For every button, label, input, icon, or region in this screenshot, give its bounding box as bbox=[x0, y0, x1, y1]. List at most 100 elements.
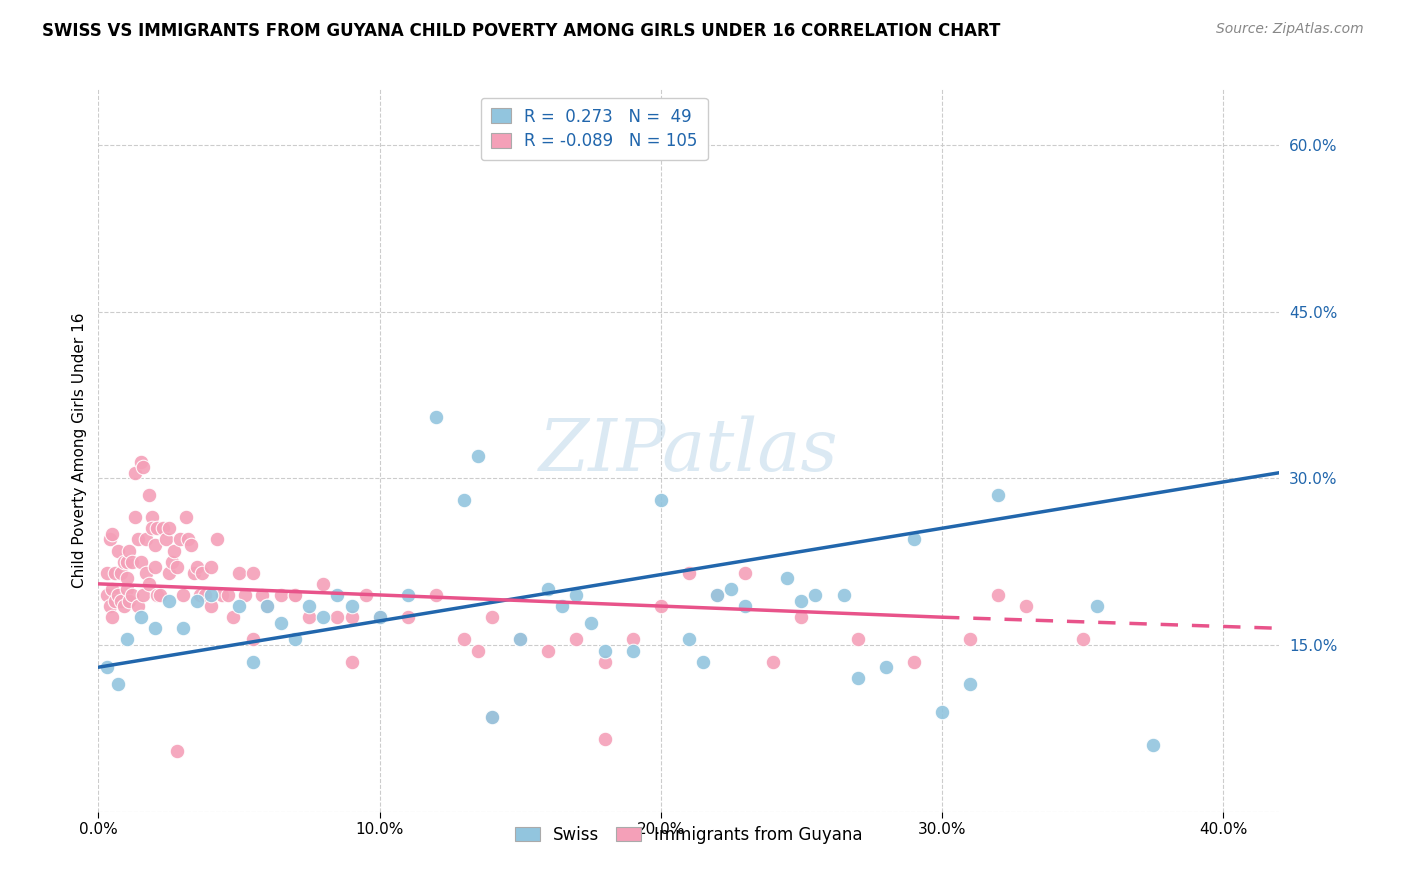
Point bbox=[188, 588, 211, 602]
Point bbox=[205, 533, 228, 547]
Point bbox=[146, 521, 169, 535]
Point bbox=[270, 615, 292, 630]
Point bbox=[250, 588, 273, 602]
Point bbox=[537, 582, 560, 597]
Point bbox=[509, 632, 531, 647]
Point bbox=[115, 555, 138, 569]
Point bbox=[1142, 738, 1164, 752]
Point bbox=[104, 593, 127, 607]
Point bbox=[121, 588, 143, 602]
Point bbox=[284, 588, 307, 602]
Point bbox=[1085, 599, 1108, 613]
Point bbox=[481, 710, 503, 724]
Point bbox=[166, 560, 188, 574]
Point bbox=[222, 610, 245, 624]
Text: Source: ZipAtlas.com: Source: ZipAtlas.com bbox=[1216, 22, 1364, 37]
Point bbox=[96, 588, 118, 602]
Point bbox=[481, 610, 503, 624]
Point bbox=[326, 588, 349, 602]
Point bbox=[107, 588, 129, 602]
Point bbox=[565, 588, 588, 602]
Point bbox=[692, 655, 714, 669]
Point bbox=[110, 566, 132, 580]
Point bbox=[124, 466, 146, 480]
Point bbox=[177, 533, 200, 547]
Point bbox=[132, 460, 155, 475]
Point bbox=[537, 643, 560, 657]
Point bbox=[228, 599, 250, 613]
Point bbox=[242, 655, 264, 669]
Point bbox=[194, 588, 217, 602]
Point bbox=[242, 632, 264, 647]
Point bbox=[183, 566, 205, 580]
Point bbox=[579, 615, 602, 630]
Point bbox=[509, 632, 531, 647]
Point bbox=[593, 732, 616, 747]
Point bbox=[132, 588, 155, 602]
Point bbox=[141, 510, 163, 524]
Point bbox=[326, 610, 349, 624]
Point bbox=[256, 599, 278, 613]
Point bbox=[453, 632, 475, 647]
Point bbox=[135, 566, 157, 580]
Point bbox=[425, 410, 447, 425]
Point bbox=[107, 677, 129, 691]
Point bbox=[551, 599, 574, 613]
Point bbox=[143, 538, 166, 552]
Point bbox=[166, 743, 188, 757]
Point bbox=[396, 588, 419, 602]
Point bbox=[312, 610, 335, 624]
Point bbox=[284, 632, 307, 647]
Point bbox=[160, 555, 183, 569]
Text: ZIPatlas: ZIPatlas bbox=[538, 415, 839, 486]
Point bbox=[115, 582, 138, 597]
Point bbox=[146, 588, 169, 602]
Point bbox=[200, 599, 222, 613]
Legend: Swiss, Immigrants from Guyana: Swiss, Immigrants from Guyana bbox=[508, 819, 870, 850]
Point bbox=[110, 593, 132, 607]
Point bbox=[101, 582, 124, 597]
Point bbox=[987, 588, 1010, 602]
Point bbox=[101, 610, 124, 624]
Point bbox=[242, 566, 264, 580]
Point bbox=[96, 660, 118, 674]
Point bbox=[217, 588, 239, 602]
Point bbox=[959, 632, 981, 647]
Point bbox=[340, 599, 363, 613]
Point bbox=[101, 526, 124, 541]
Point bbox=[453, 493, 475, 508]
Point bbox=[312, 577, 335, 591]
Point bbox=[706, 588, 728, 602]
Point bbox=[124, 510, 146, 524]
Point bbox=[678, 632, 700, 647]
Point bbox=[621, 643, 644, 657]
Point bbox=[903, 533, 925, 547]
Point bbox=[138, 488, 160, 502]
Point bbox=[846, 671, 869, 685]
Point bbox=[1071, 632, 1094, 647]
Point bbox=[650, 493, 672, 508]
Point bbox=[143, 621, 166, 635]
Point bbox=[270, 588, 292, 602]
Point bbox=[129, 555, 152, 569]
Point bbox=[107, 543, 129, 558]
Point bbox=[149, 588, 172, 602]
Point bbox=[875, 660, 897, 674]
Point bbox=[118, 593, 141, 607]
Point bbox=[155, 533, 177, 547]
Point bbox=[143, 560, 166, 574]
Point bbox=[152, 521, 174, 535]
Point bbox=[135, 533, 157, 547]
Point bbox=[1015, 599, 1038, 613]
Point bbox=[903, 655, 925, 669]
Point bbox=[138, 577, 160, 591]
Point bbox=[115, 632, 138, 647]
Point bbox=[174, 510, 197, 524]
Point bbox=[112, 555, 135, 569]
Point bbox=[593, 655, 616, 669]
Point bbox=[129, 610, 152, 624]
Point bbox=[481, 710, 503, 724]
Point bbox=[104, 566, 127, 580]
Point bbox=[127, 533, 149, 547]
Point bbox=[425, 588, 447, 602]
